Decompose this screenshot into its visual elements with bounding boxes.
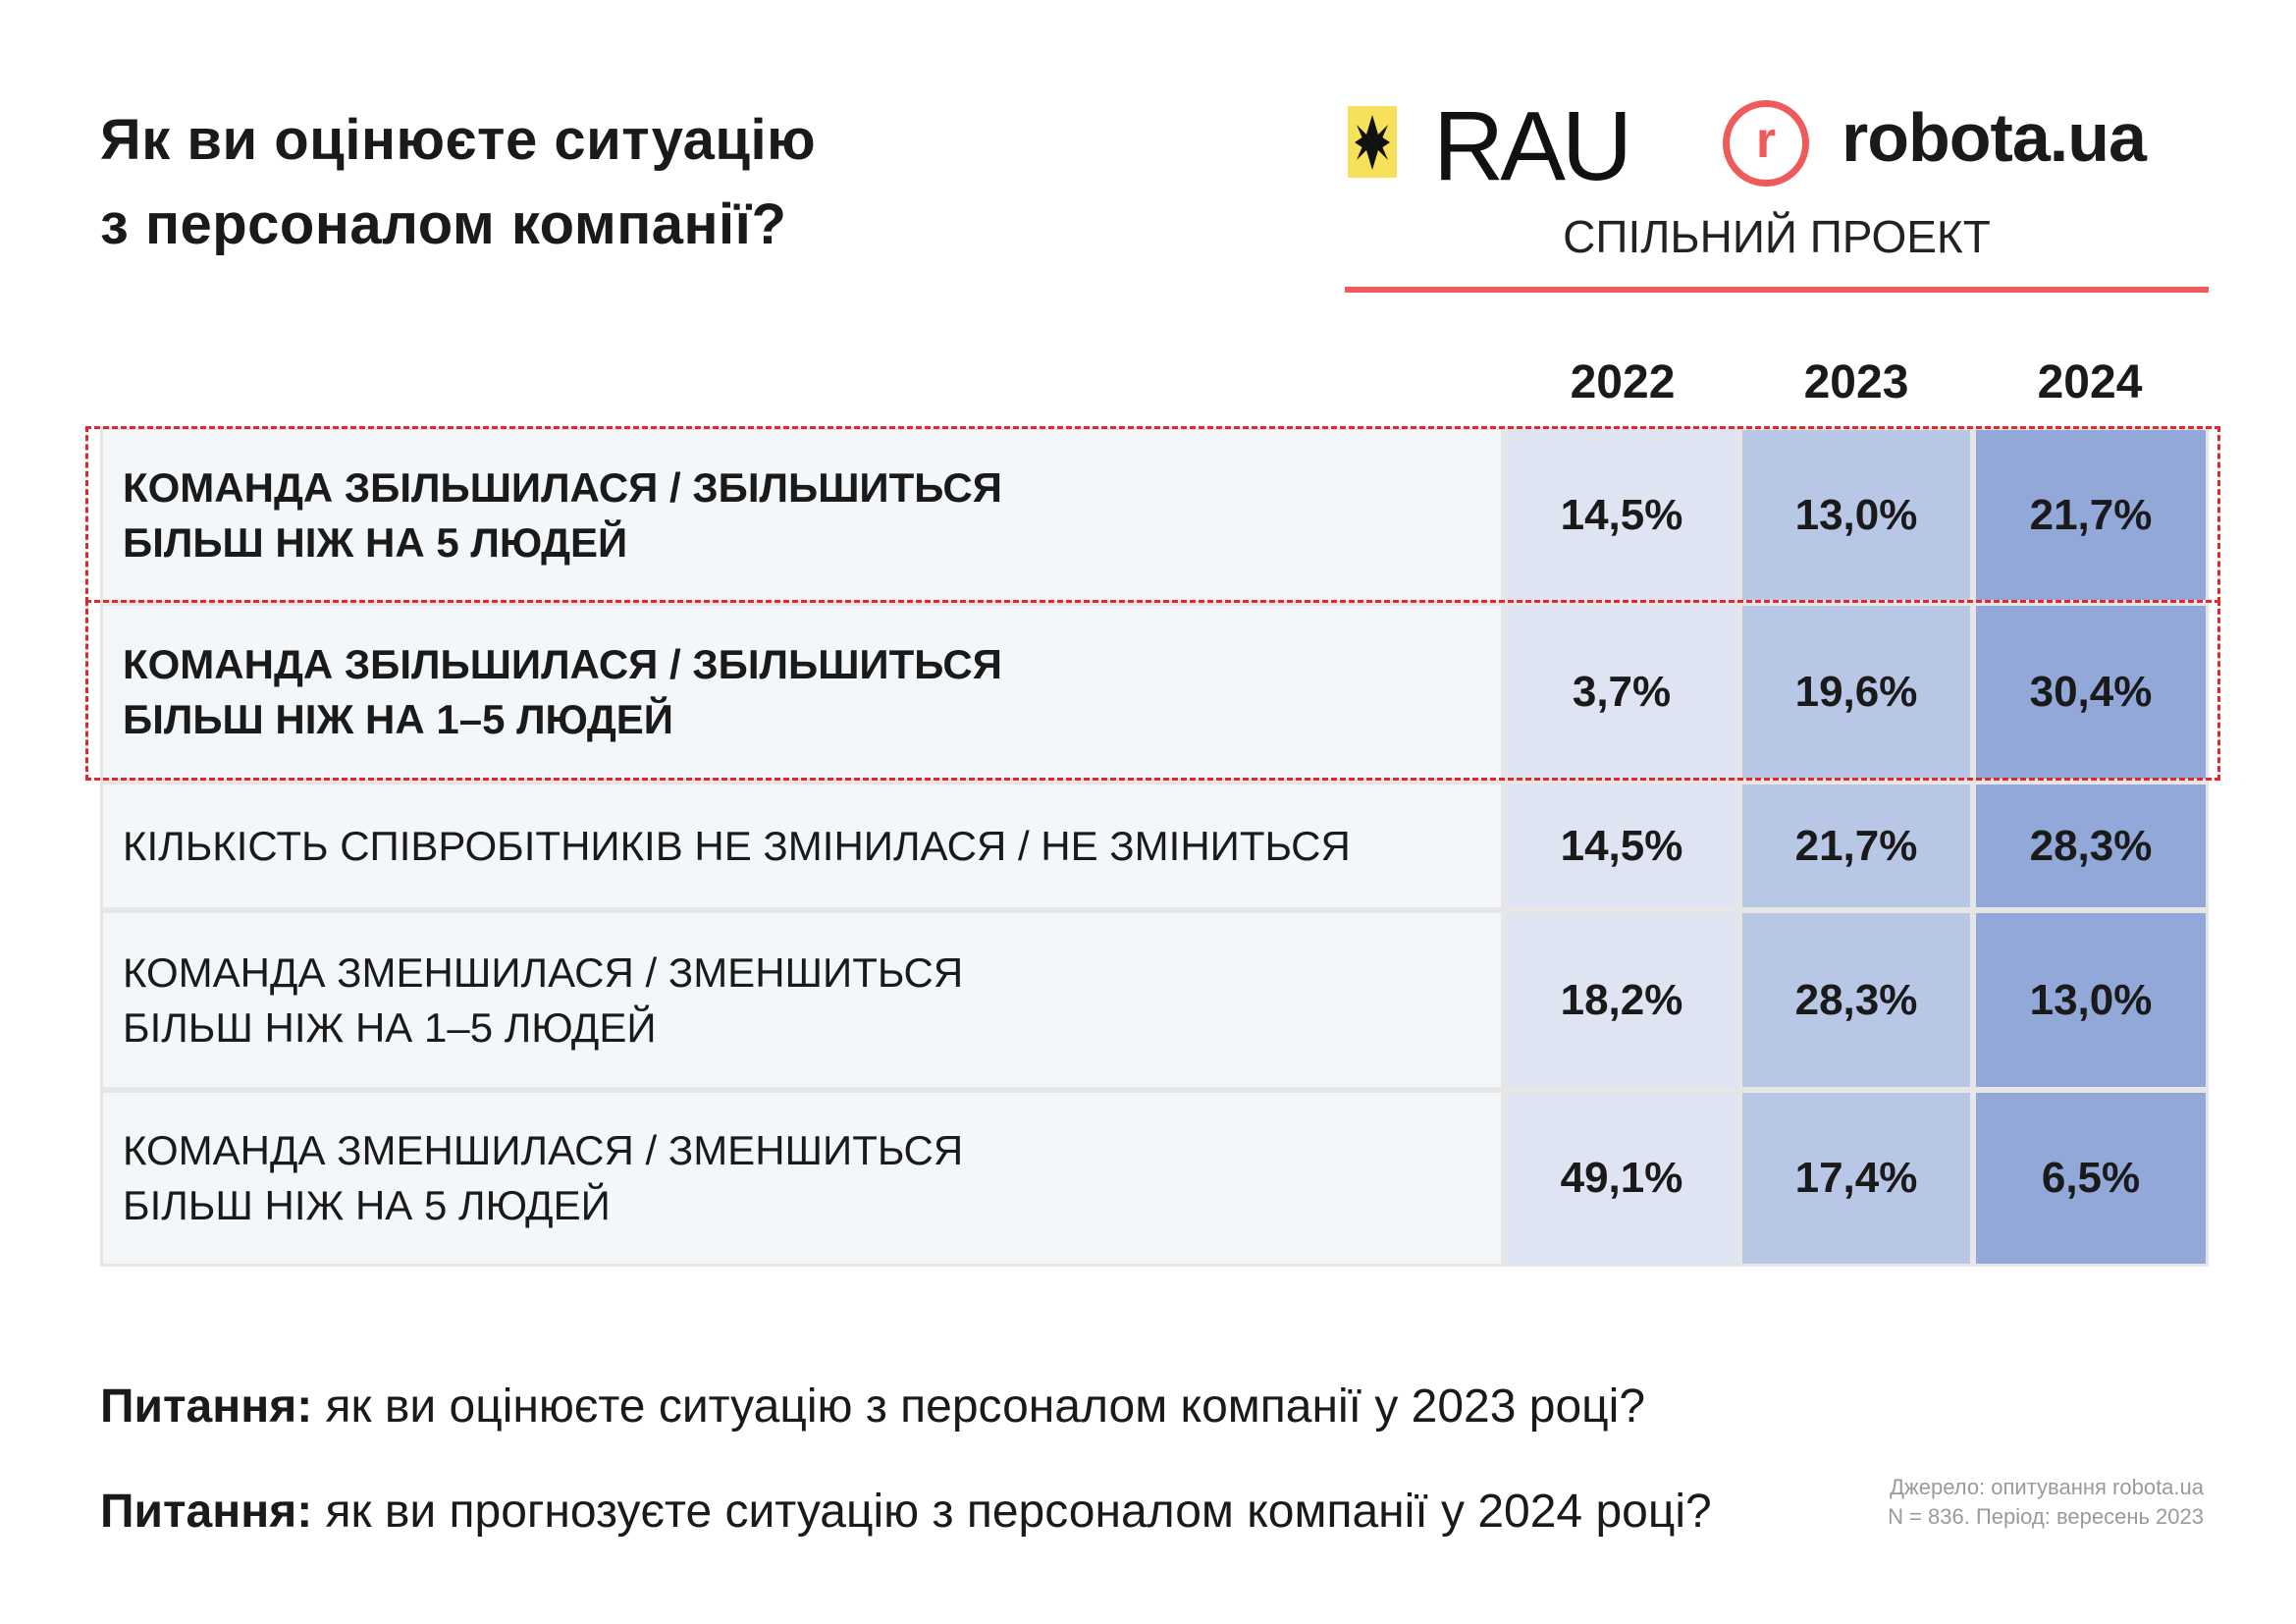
value-cell-2024: 30,4%	[1973, 603, 2209, 782]
row-label: КІЛЬКІСТЬ СПІВРОБІТНИКІВ НЕ ЗМІНИЛАСЯ / …	[100, 782, 1504, 910]
source-line: N = 836. Період: вересень 2023	[1888, 1504, 2204, 1529]
title-line: Як ви оцінюєте ситуацію	[100, 108, 817, 172]
row-label-line: БІЛЬШ НІЖ НА 1–5 ЛЮДЕЙ	[123, 1003, 657, 1051]
table-row: КОМАНДА ЗМЕНШИЛАСЯ / ЗМЕНШИТЬСЯ БІЛЬШ НІЖ…	[100, 910, 2209, 1090]
row-label-line: КОМАНДА ЗМЕНШИЛАСЯ / ЗМЕНШИТЬСЯ	[123, 1127, 964, 1173]
table-row: КОМАНДА ЗМЕНШИЛАСЯ / ЗМЕНШИТЬСЯ БІЛЬШ НІЖ…	[100, 1090, 2209, 1267]
robota-logo-icon: r	[1723, 100, 1809, 187]
row-label-line: КОМАНДА ЗБІЛЬШИЛАСЯ / ЗБІЛЬШИТЬСЯ	[123, 641, 1002, 687]
value-cell-2022: 3,7%	[1504, 603, 1739, 782]
value-cell-2023: 21,7%	[1739, 782, 1973, 910]
rau-logo: RAU	[1433, 91, 1632, 201]
question-label: Питання:	[100, 1486, 313, 1538]
row-label-line: КІЛЬКІСТЬ СПІВРОБІТНИКІВ НЕ ЗМІНИЛАСЯ / …	[123, 822, 1351, 869]
question-label: Питання:	[100, 1380, 313, 1433]
table-row: КОМАНДА ЗБІЛЬШИЛАСЯ / ЗБІЛЬШИТЬСЯ БІЛЬШ Н…	[100, 603, 2209, 782]
question-2023: Питання: як ви оцінюєте ситуацію з персо…	[100, 1380, 1645, 1434]
row-label: КОМАНДА ЗБІЛЬШИЛАСЯ / ЗБІЛЬШИТЬСЯ БІЛЬШ Н…	[100, 603, 1504, 782]
table-row: КІЛЬКІСТЬ СПІВРОБІТНИКІВ НЕ ЗМІНИЛАСЯ / …	[100, 782, 2209, 910]
value-cell-2023: 19,6%	[1739, 603, 1973, 782]
row-label-line: КОМАНДА ЗМЕНШИЛАСЯ / ЗМЕНШИТЬСЯ	[123, 948, 964, 996]
robota-logo: robota.ua	[1842, 99, 2147, 176]
value-cell-2023: 17,4%	[1739, 1090, 1973, 1267]
question-2024: Питання: як ви прогнозуєте ситуацію з пе…	[100, 1485, 1712, 1539]
value-cell-2024: 21,7%	[1973, 427, 2209, 603]
value-cell-2024: 6,5%	[1973, 1090, 2209, 1267]
joint-project-label: СПІЛЬНИЙ ПРОЕКТ	[1563, 211, 1991, 262]
highlight-box	[85, 426, 2220, 603]
value-cell-2022: 49,1%	[1504, 1090, 1739, 1267]
question-text: як ви оцінюєте ситуацію з персоналом ком…	[312, 1380, 1646, 1433]
column-header-2023: 2023	[1803, 356, 1909, 408]
source-note: Джерело: опитування robota.ua N = 836. П…	[1845, 1473, 2204, 1532]
row-label-line: БІЛЬШ НІЖ НА 5 ЛЮДЕЙ	[123, 1182, 611, 1228]
highlight-box	[85, 600, 2220, 781]
value-cell-2023: 28,3%	[1739, 910, 1973, 1090]
value-cell-2024: 28,3%	[1973, 782, 2209, 910]
column-header-2022: 2022	[1570, 356, 1676, 408]
value-cell-2022: 18,2%	[1504, 910, 1739, 1090]
column-header-2024: 2024	[2037, 356, 2143, 408]
page-title: Як ви оцінюєте ситуацію з персоналом ком…	[100, 98, 816, 267]
value-cell-2022: 14,5%	[1504, 782, 1739, 910]
row-label: КОМАНДА ЗМЕНШИЛАСЯ / ЗМЕНШИТЬСЯ БІЛЬШ НІЖ…	[100, 910, 1504, 1090]
rau-star-logo-icon	[1348, 106, 1397, 178]
row-label-line: КОМАНДА ЗБІЛЬШИЛАСЯ / ЗБІЛЬШИТЬСЯ	[123, 463, 1002, 511]
row-label: КОМАНДА ЗМЕНШИЛАСЯ / ЗМЕНШИТЬСЯ БІЛЬШ НІЖ…	[100, 1090, 1504, 1267]
row-label-line: БІЛЬШ НІЖ НА 5 ЛЮДЕЙ	[123, 518, 628, 566]
divider	[1345, 287, 2209, 293]
value-cell-2024: 13,0%	[1973, 910, 2209, 1090]
row-label-line: БІЛЬШ НІЖ НА 1–5 ЛЮДЕЙ	[123, 696, 673, 742]
question-text: як ви прогнозуєте ситуацію з персоналом …	[312, 1486, 1712, 1538]
title-line: з персоналом компанії?	[100, 192, 787, 256]
source-line: Джерело: опитування robota.ua	[1890, 1475, 2204, 1499]
